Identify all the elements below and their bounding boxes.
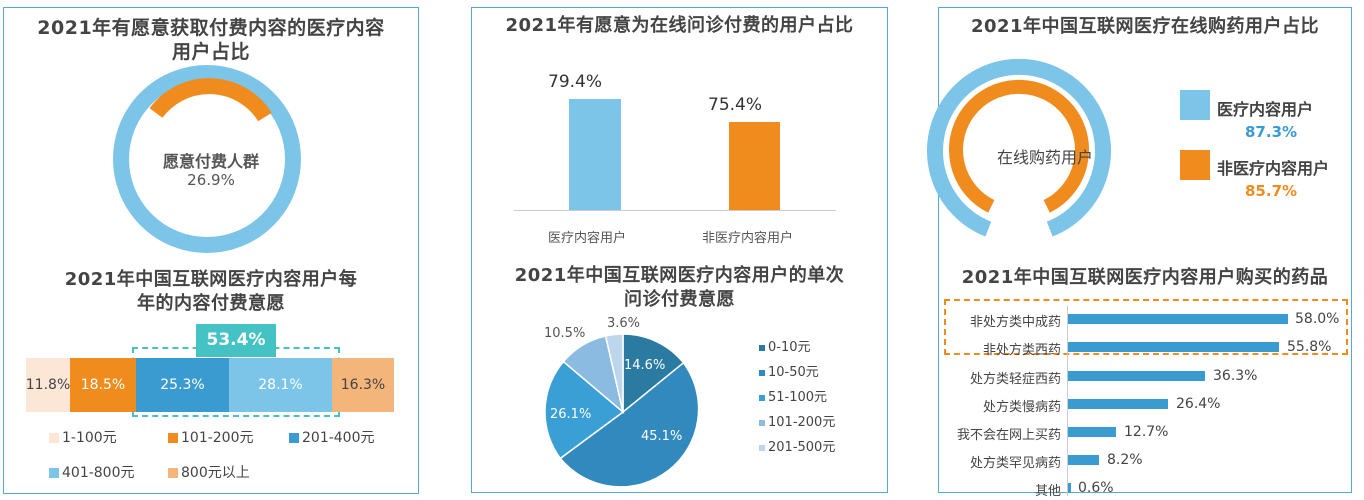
slice-label-10-50: 45.1% xyxy=(641,429,683,444)
hbar-bar-3 xyxy=(1068,399,1168,409)
hbar-val-5: 8.2% xyxy=(1107,452,1143,468)
bar2-value: 75.4% xyxy=(708,95,763,115)
hbar-val-4: 12.7% xyxy=(1124,424,1169,440)
legend-swatch xyxy=(759,419,765,426)
legend-medical-value: 87.3% xyxy=(1245,123,1298,141)
panel-content-payment: 2021年有愿意获取付费内容的医疗内容 用户占比 愿意付费人群 26.9% 20… xyxy=(3,7,419,494)
segment-401-800: 28.1% xyxy=(229,358,332,412)
hbar-bar-6 xyxy=(1068,483,1071,493)
legend-non-medical-value: 85.7% xyxy=(1245,182,1298,200)
donut1-title: 2021年有愿意获取付费内容的医疗内容 用户占比 xyxy=(37,17,385,63)
panel-online-drug-purchase: 2021年中国互联网医疗在线购药用户占比 在线购药用户 医疗内容用户 87.3%… xyxy=(927,7,1352,499)
legend-item-1-100: 1-100元 xyxy=(49,427,117,447)
pie-legend-0-10: 0-10元 xyxy=(759,336,811,355)
slice-label-0-10: 14.6% xyxy=(624,358,666,373)
hbar-bar-1 xyxy=(1068,342,1279,352)
hbar-bar-2 xyxy=(1068,371,1205,381)
bar1-category: 医疗内容用户 xyxy=(548,231,627,246)
legend-swatch xyxy=(168,433,178,443)
hbar-bar-4 xyxy=(1068,427,1116,437)
segment-201-400: 25.3% xyxy=(136,358,229,412)
hbar-bar-5 xyxy=(1068,455,1099,465)
hbar-val-1: 55.8% xyxy=(1287,339,1332,355)
hbar-val-3: 26.4% xyxy=(1176,396,1221,412)
panel-consultation-payment: 2021年有愿意为在线问诊付费的用户占比 79.4% 75.4% 医疗内容用户 … xyxy=(471,7,888,493)
legend-swatch xyxy=(759,394,765,401)
hbar-cat-2: 处方类轻症西药 xyxy=(969,372,1061,387)
slice-label-51-100: 26.1% xyxy=(550,407,592,422)
hbar-cat-3: 处方类慢病药 xyxy=(982,400,1061,415)
bar-non-medical-users xyxy=(729,122,780,210)
hbar-cat-1: 非处方类西药 xyxy=(982,343,1061,358)
hbar-cat-4: 我不会在网上买药 xyxy=(956,428,1061,443)
donut3-center-label: 在线购药用户 xyxy=(997,148,1094,167)
slice-label-101-200: 10.5% xyxy=(544,326,586,341)
legend-swatch xyxy=(168,468,178,478)
legend-swatch xyxy=(49,433,59,443)
legend-swatch xyxy=(49,468,59,478)
segment-1-100: 11.8% xyxy=(26,358,70,412)
bar1-value: 79.4% xyxy=(548,72,603,92)
legend-item-800-plus: 800元以上 xyxy=(168,462,250,482)
legend-non-medical-label: 非医疗内容用户 xyxy=(1217,159,1330,178)
hbar-title: 2021年中国互联网医疗内容用户购买的药品 xyxy=(961,267,1329,288)
bars-x-axis xyxy=(514,210,836,211)
hbar-cat-0: 非处方类中成药 xyxy=(969,315,1061,330)
legend-item-401-800: 401-800元 xyxy=(49,462,135,482)
hbar-highlight-box xyxy=(944,299,1348,355)
legend-swatch xyxy=(759,444,765,451)
legend-swatch xyxy=(289,433,299,443)
legend-item-101-200: 101-200元 xyxy=(168,427,254,447)
stacked-bar: 11.8% 18.5% 25.3% 28.1% 16.3% xyxy=(26,358,394,412)
pie-legend-101-200: 101-200元 xyxy=(759,411,835,430)
hbar-val-2: 36.3% xyxy=(1213,368,1258,384)
donut1-chart xyxy=(113,65,301,253)
legend-swatch-non-medical xyxy=(1180,150,1210,180)
stacked-title: 2021年中国互联网医疗内容用户每 年的内容付费意愿 xyxy=(64,269,358,314)
legend-swatch xyxy=(759,369,765,376)
bars-title: 2021年有愿意为在线问诊付费的用户占比 xyxy=(505,15,854,36)
segment-101-200: 18.5% xyxy=(70,358,136,412)
hbar-bar-0 xyxy=(1068,314,1288,324)
legend-item-201-400: 201-400元 xyxy=(289,427,375,447)
hbar-y-axis xyxy=(1067,306,1068,496)
legend-swatch xyxy=(759,344,765,351)
donut3-chart xyxy=(927,58,1111,237)
hbar-val-0: 58.0% xyxy=(1295,311,1340,327)
slice-label-201-500: 3.6% xyxy=(607,316,641,331)
pie-legend-201-500: 201-500元 xyxy=(759,436,835,455)
bar2-category: 非医疗内容用户 xyxy=(702,231,794,246)
pie-legend-10-50: 10-50元 xyxy=(759,361,819,380)
segment-800-plus: 16.3% xyxy=(332,358,394,412)
pie-legend-51-100: 51-100元 xyxy=(759,386,827,405)
pie-chart xyxy=(544,333,700,488)
hbar-cat-6: 其他 xyxy=(1034,484,1061,499)
legend-medical-label: 医疗内容用户 xyxy=(1217,100,1314,119)
donut3-title: 2021年中国互联网医疗在线购药用户占比 xyxy=(970,16,1320,37)
bar-medical-users xyxy=(569,99,621,210)
hbar-cat-5: 处方类罕见病药 xyxy=(969,456,1061,471)
highlight-badge: 53.4% xyxy=(196,324,276,357)
donut1-center-label: 愿意付费人群 xyxy=(162,152,259,171)
donut1-center-value: 26.9% xyxy=(187,171,235,189)
hbar-val-6: 0.6% xyxy=(1078,480,1114,496)
legend-swatch-medical xyxy=(1180,90,1210,120)
pie-title: 2021年中国互联网医疗内容用户的单次 问诊付费意愿 xyxy=(514,265,845,310)
